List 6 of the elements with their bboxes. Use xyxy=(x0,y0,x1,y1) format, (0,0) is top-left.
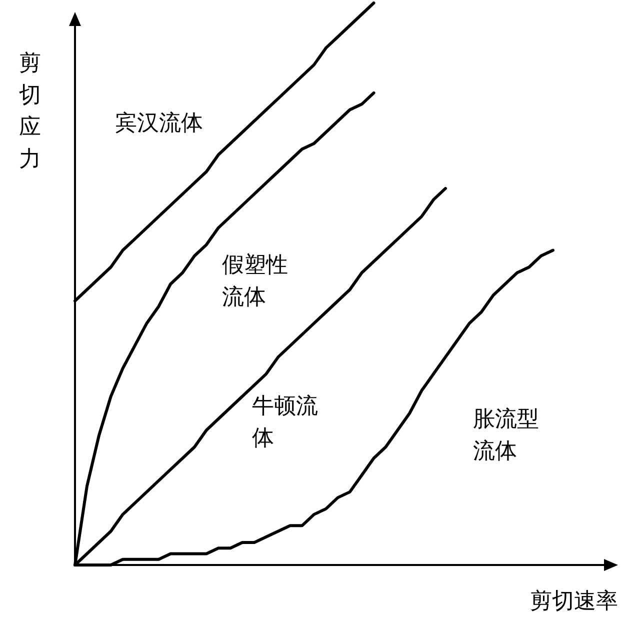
x-axis-title: 剪切速率 xyxy=(530,589,618,614)
y-axis-title: 剪切应力 xyxy=(19,51,41,172)
text: 胀流型流体 xyxy=(473,407,539,464)
series-label: 宾汉流体 xyxy=(115,111,203,136)
series-label: 假塑性流体 xyxy=(222,253,288,310)
series-label: 牛顿流体 xyxy=(252,394,318,451)
